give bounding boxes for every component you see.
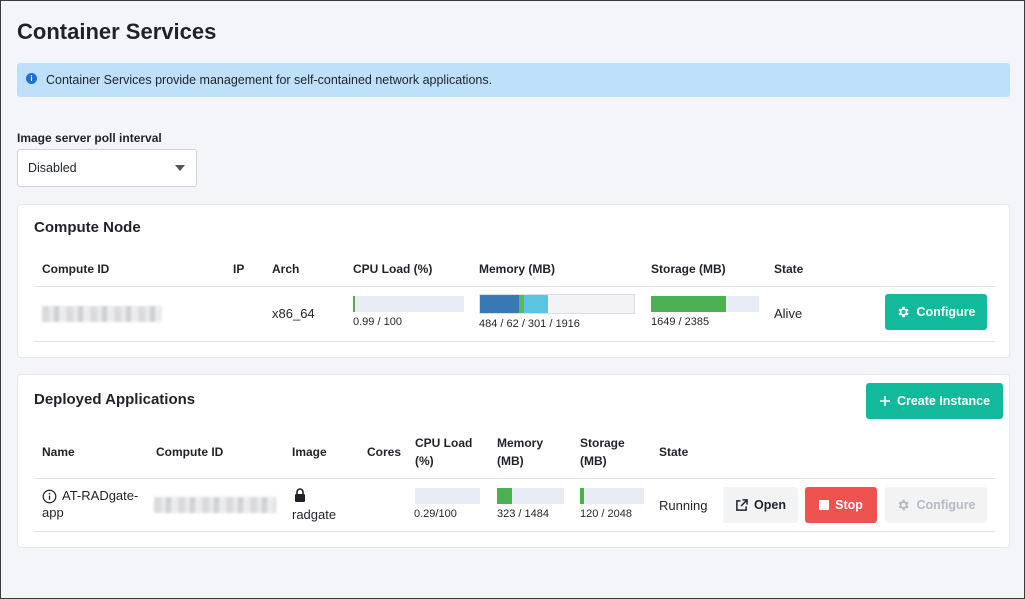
app-memory-fill bbox=[497, 488, 512, 504]
configure-node-button[interactable]: Configure bbox=[885, 294, 987, 330]
header-storage: Storage (MB) bbox=[651, 262, 726, 276]
create-instance-button[interactable]: Create Instance bbox=[866, 383, 1003, 419]
create-instance-label: Create Instance bbox=[896, 394, 991, 408]
app-name-cell: AT-RADgate- app bbox=[42, 487, 138, 521]
memory-shared-segment bbox=[519, 295, 524, 313]
header-cpu-line1: CPU Load bbox=[415, 436, 473, 450]
header-compute-id: Compute ID bbox=[156, 445, 224, 459]
info-icon: i bbox=[26, 72, 37, 84]
header-memory: Memory (MB) bbox=[497, 434, 543, 470]
configure-node-label: Configure bbox=[916, 305, 976, 319]
deployed-apps-card: Deployed Applications Create Instance Na… bbox=[17, 374, 1010, 548]
header-arch: Arch bbox=[272, 262, 300, 276]
app-memory-text: 323 / 1484 bbox=[497, 508, 549, 520]
header-storage-line1: Storage bbox=[580, 436, 625, 450]
state-value: Alive bbox=[774, 306, 803, 321]
header-state: State bbox=[659, 445, 689, 459]
header-cpu-load: CPU Load (%) bbox=[415, 434, 472, 470]
storage-text: 1649 / 2385 bbox=[651, 316, 710, 328]
header-memory: Memory (MB) bbox=[479, 262, 556, 276]
compute-id-redacted bbox=[42, 306, 162, 322]
cpu-load-text: 0.99 / 100 bbox=[353, 316, 402, 328]
storage-fill bbox=[651, 296, 726, 312]
memory-text: 484 / 62 / 301 / 1916 bbox=[479, 318, 580, 330]
app-cpu-bar bbox=[415, 488, 480, 504]
header-image: Image bbox=[292, 445, 327, 459]
app-memory-bar bbox=[497, 488, 564, 504]
configure-app-button[interactable]: Configure bbox=[885, 487, 987, 523]
header-storage-line2: (MB) bbox=[580, 454, 607, 468]
header-ip: IP bbox=[233, 262, 245, 276]
header-cpu-line2: (%) bbox=[415, 454, 434, 468]
divider bbox=[34, 478, 995, 479]
info-outline-icon bbox=[42, 489, 57, 504]
page-title: Container Services bbox=[17, 19, 217, 44]
stop-app-button[interactable]: Stop bbox=[805, 487, 877, 523]
header-state: State bbox=[774, 262, 804, 276]
chevron-down-icon bbox=[175, 165, 185, 171]
storage-bar bbox=[651, 296, 759, 312]
app-compute-id-redacted bbox=[154, 497, 276, 513]
header-name: Name bbox=[42, 445, 75, 459]
open-app-button[interactable]: Open bbox=[723, 487, 798, 523]
memory-bar bbox=[479, 294, 635, 314]
compute-node-card: Compute Node Compute ID IP Arch CPU Load… bbox=[17, 204, 1010, 358]
gear-icon bbox=[899, 306, 910, 318]
lock-icon bbox=[295, 488, 305, 502]
configure-app-label: Configure bbox=[916, 498, 976, 512]
cpu-load-bar bbox=[353, 296, 464, 312]
header-cpu-load: CPU Load (%) bbox=[353, 262, 433, 276]
app-name-line2: app bbox=[42, 505, 64, 520]
poll-interval-label: Image server poll interval bbox=[17, 131, 162, 145]
cpu-load-fill bbox=[353, 296, 355, 312]
compute-node-title: Compute Node bbox=[34, 219, 141, 236]
app-cpu-text: 0.29/100 bbox=[414, 508, 457, 520]
app-storage-bar bbox=[580, 488, 644, 504]
info-text: Container Services provide management fo… bbox=[46, 73, 493, 87]
external-link-icon bbox=[736, 498, 748, 511]
stop-app-label: Stop bbox=[835, 498, 863, 512]
app-storage-text: 120 / 2048 bbox=[580, 508, 632, 520]
header-cores: Cores bbox=[367, 445, 402, 459]
deployed-apps-title: Deployed Applications bbox=[34, 391, 196, 408]
header-storage: Storage (MB) bbox=[580, 434, 625, 470]
plus-icon bbox=[879, 396, 890, 406]
info-banner: i Container Services provide management … bbox=[17, 63, 1010, 97]
open-app-label: Open bbox=[754, 498, 786, 512]
divider bbox=[34, 531, 995, 532]
header-memory-line2: (MB) bbox=[497, 454, 524, 468]
app-storage-fill bbox=[580, 488, 584, 504]
app-name-line1: AT-RADgate- bbox=[62, 488, 139, 503]
header-memory-line1: Memory bbox=[497, 436, 544, 450]
header-compute-id: Compute ID bbox=[42, 262, 110, 276]
memory-cache-segment bbox=[524, 295, 548, 313]
stop-icon bbox=[819, 500, 830, 510]
memory-used-segment bbox=[480, 295, 519, 313]
app-image-value: radgate bbox=[292, 507, 337, 522]
divider bbox=[34, 341, 995, 342]
poll-interval-select[interactable]: Disabled bbox=[17, 149, 197, 187]
gear-icon bbox=[899, 499, 910, 511]
app-state-value: Running bbox=[659, 498, 708, 513]
arch-value: x86_64 bbox=[272, 306, 315, 321]
poll-interval-value: Disabled bbox=[28, 161, 77, 175]
divider bbox=[34, 286, 995, 287]
